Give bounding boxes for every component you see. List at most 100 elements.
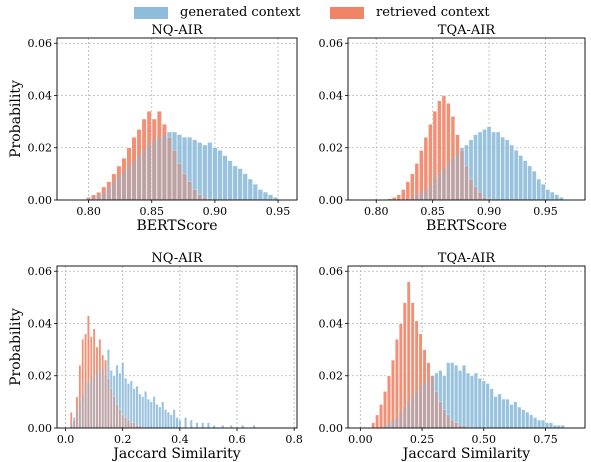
bar-generated-overlay-1 [70,422,73,428]
y-tick-label: 0.00 [28,422,53,435]
bar-generated-overlay-8 [90,375,93,428]
bar-generated-overlay-16 [113,375,116,428]
bar-generated-overlay-1 [86,198,91,200]
bar-generated-overlay-13 [430,375,435,428]
bar-generated-overlay-17 [446,362,450,428]
bar-generated-overlay-7 [437,173,442,200]
bar-generated-overlay-31 [237,168,243,200]
bar-generated-overlay-3 [96,194,101,200]
x-tick-label: 0.85 [420,205,445,218]
bar-generated-overlay-5 [399,412,403,428]
bar-generated-overlay-44 [553,425,557,428]
bar-generated-overlay-12 [426,380,431,428]
bar-generated-overlay-4 [395,417,399,428]
y-tick-label: 0.02 [28,370,53,383]
bar-generated-overlay-33 [161,401,164,428]
bar-generated-overlay-37 [173,409,176,428]
bar-generated-overlay-38 [273,197,278,200]
bar-generated-overlay-17 [482,129,487,200]
bar-generated-overlay-19 [491,132,496,200]
bar-generated-overlay-21 [500,137,505,200]
bar-generated-overlay-33 [509,404,514,428]
x-tick-label: 0.75 [533,433,558,446]
bar-generated-overlay-3 [391,420,395,428]
legend-label-generated: generated context [180,5,301,20]
bar-generated-overlay-13 [104,375,107,428]
bar-generated-overlay-26 [141,396,144,428]
bar-generated-overlay-28 [490,388,494,428]
bar-generated-overlay-27 [217,150,223,200]
y-tick-label: 0.06 [319,265,344,278]
x-tick-label: 0.4 [171,433,189,446]
bar-generated-overlay-13 [464,145,469,200]
x-axis-label: Jaccard Similarity [111,446,241,462]
axes-frame [56,37,298,201]
bar-generated-overlay-21 [127,383,130,428]
bar-generated-overlay-30 [232,166,238,200]
bar-generated-overlay-37 [525,412,529,428]
x-tick-label: 0.85 [139,205,164,218]
bar-generated-overlay-19 [121,362,124,428]
x-tick-label: 0.6 [228,433,246,446]
bar-generated-overlay-27 [144,391,147,428]
bar-retrieved-3 [379,404,383,429]
bar-generated-overlay-2 [387,422,391,428]
legend-item-generated: generated context [134,5,300,20]
y-tick-label: 0.00 [319,194,344,207]
bar-generated-overlay-37 [268,194,273,200]
bar-generated-overlay-25 [518,155,523,200]
bar-generated-overlay-41 [541,420,545,428]
bar-generated-overlay-5 [81,394,84,428]
bar-generated-overlay-42 [195,422,199,428]
bar-generated-overlay-28 [222,155,228,200]
bar-generated-overlay-22 [505,139,510,200]
x-axis-label: BERTScore [137,218,218,234]
bar-generated-overlay-22 [192,139,197,200]
bar-generated-overlay-10 [131,160,137,200]
bar-generated-overlay-38 [529,414,533,428]
bar-generated-overlay-24 [202,145,208,200]
y-tick-label: 0.02 [319,142,344,155]
y-axis-label: Probability [8,80,24,158]
bar-generated-overlay-42 [545,422,549,428]
bar-generated-overlay-31 [155,404,159,428]
x-tick-label: 0.90 [203,205,228,218]
axes-frame [347,265,586,429]
bar-retrieved-7 [395,338,399,429]
bar-generated-overlay-46 [221,425,224,428]
bar-generated-overlay-40 [184,417,187,428]
bar-retrieved-3 [396,194,401,201]
bar-generated-overlay-20 [124,378,127,428]
bar-retrieved-5 [387,375,391,429]
bar-generated-overlay-24 [474,373,478,428]
x-tick-label: 0.8 [285,433,303,446]
axes-frame [56,265,298,429]
bar-generated-overlay-26 [212,147,218,200]
legend-item-retrieved: retrieved context [330,5,490,20]
axes-frame [347,37,586,201]
bar-generated-overlay-21 [187,137,192,200]
legend-label-retrieved: retrieved context [376,5,490,20]
bar-generated-overlay-27 [486,383,490,428]
bar-generated-overlay-23 [197,142,202,200]
bar-generated-overlay-22 [130,380,133,428]
x-axis-label: BERTScore [426,218,507,234]
x-tick-label: 0.2 [114,433,132,446]
bar-generated-overlay-43 [201,422,204,428]
bar-generated-overlay-10 [95,370,99,428]
bar-generated-overlay-39 [533,417,537,428]
bar-generated-overlay-30 [541,184,546,200]
bar-generated-overlay-20 [496,132,501,200]
chart-panel-4: 0.00 0.25 0.50 0.75 0.00 0.02 0.04 0.06 TQA-AIR J… [319,251,586,462]
bar-generated-overlay-14 [152,139,157,200]
bar-generated-overlay-46 [561,425,565,428]
y-tick-label: 0.02 [28,142,53,155]
bar-generated-overlay-24 [135,386,139,428]
x-tick-label: 0.00 [348,433,373,446]
bar-generated-overlay-45 [213,425,216,428]
bar-generated-overlay-39 [178,420,181,428]
bar-generated-overlay-14 [107,349,110,428]
bar-generated-overlay-15 [157,137,162,200]
bar-generated-overlay-12 [101,367,104,428]
